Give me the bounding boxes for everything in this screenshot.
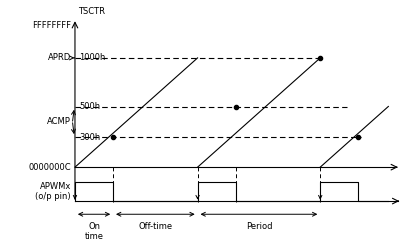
Text: On
time: On time	[85, 222, 103, 241]
Text: ACMP: ACMP	[47, 117, 71, 126]
Text: 500h: 500h	[79, 102, 100, 111]
Text: 300h: 300h	[79, 133, 100, 141]
Text: APWMx
(o/p pin): APWMx (o/p pin)	[35, 182, 71, 201]
Text: FFFFFFFF: FFFFFFFF	[32, 21, 71, 30]
Text: Period: Period	[246, 222, 272, 231]
Text: Off-time: Off-time	[138, 222, 172, 231]
Text: APRD: APRD	[48, 53, 71, 62]
Text: 0000000C: 0000000C	[28, 163, 71, 172]
Text: 1000h: 1000h	[79, 53, 106, 62]
Text: TSCTR: TSCTR	[78, 7, 105, 16]
